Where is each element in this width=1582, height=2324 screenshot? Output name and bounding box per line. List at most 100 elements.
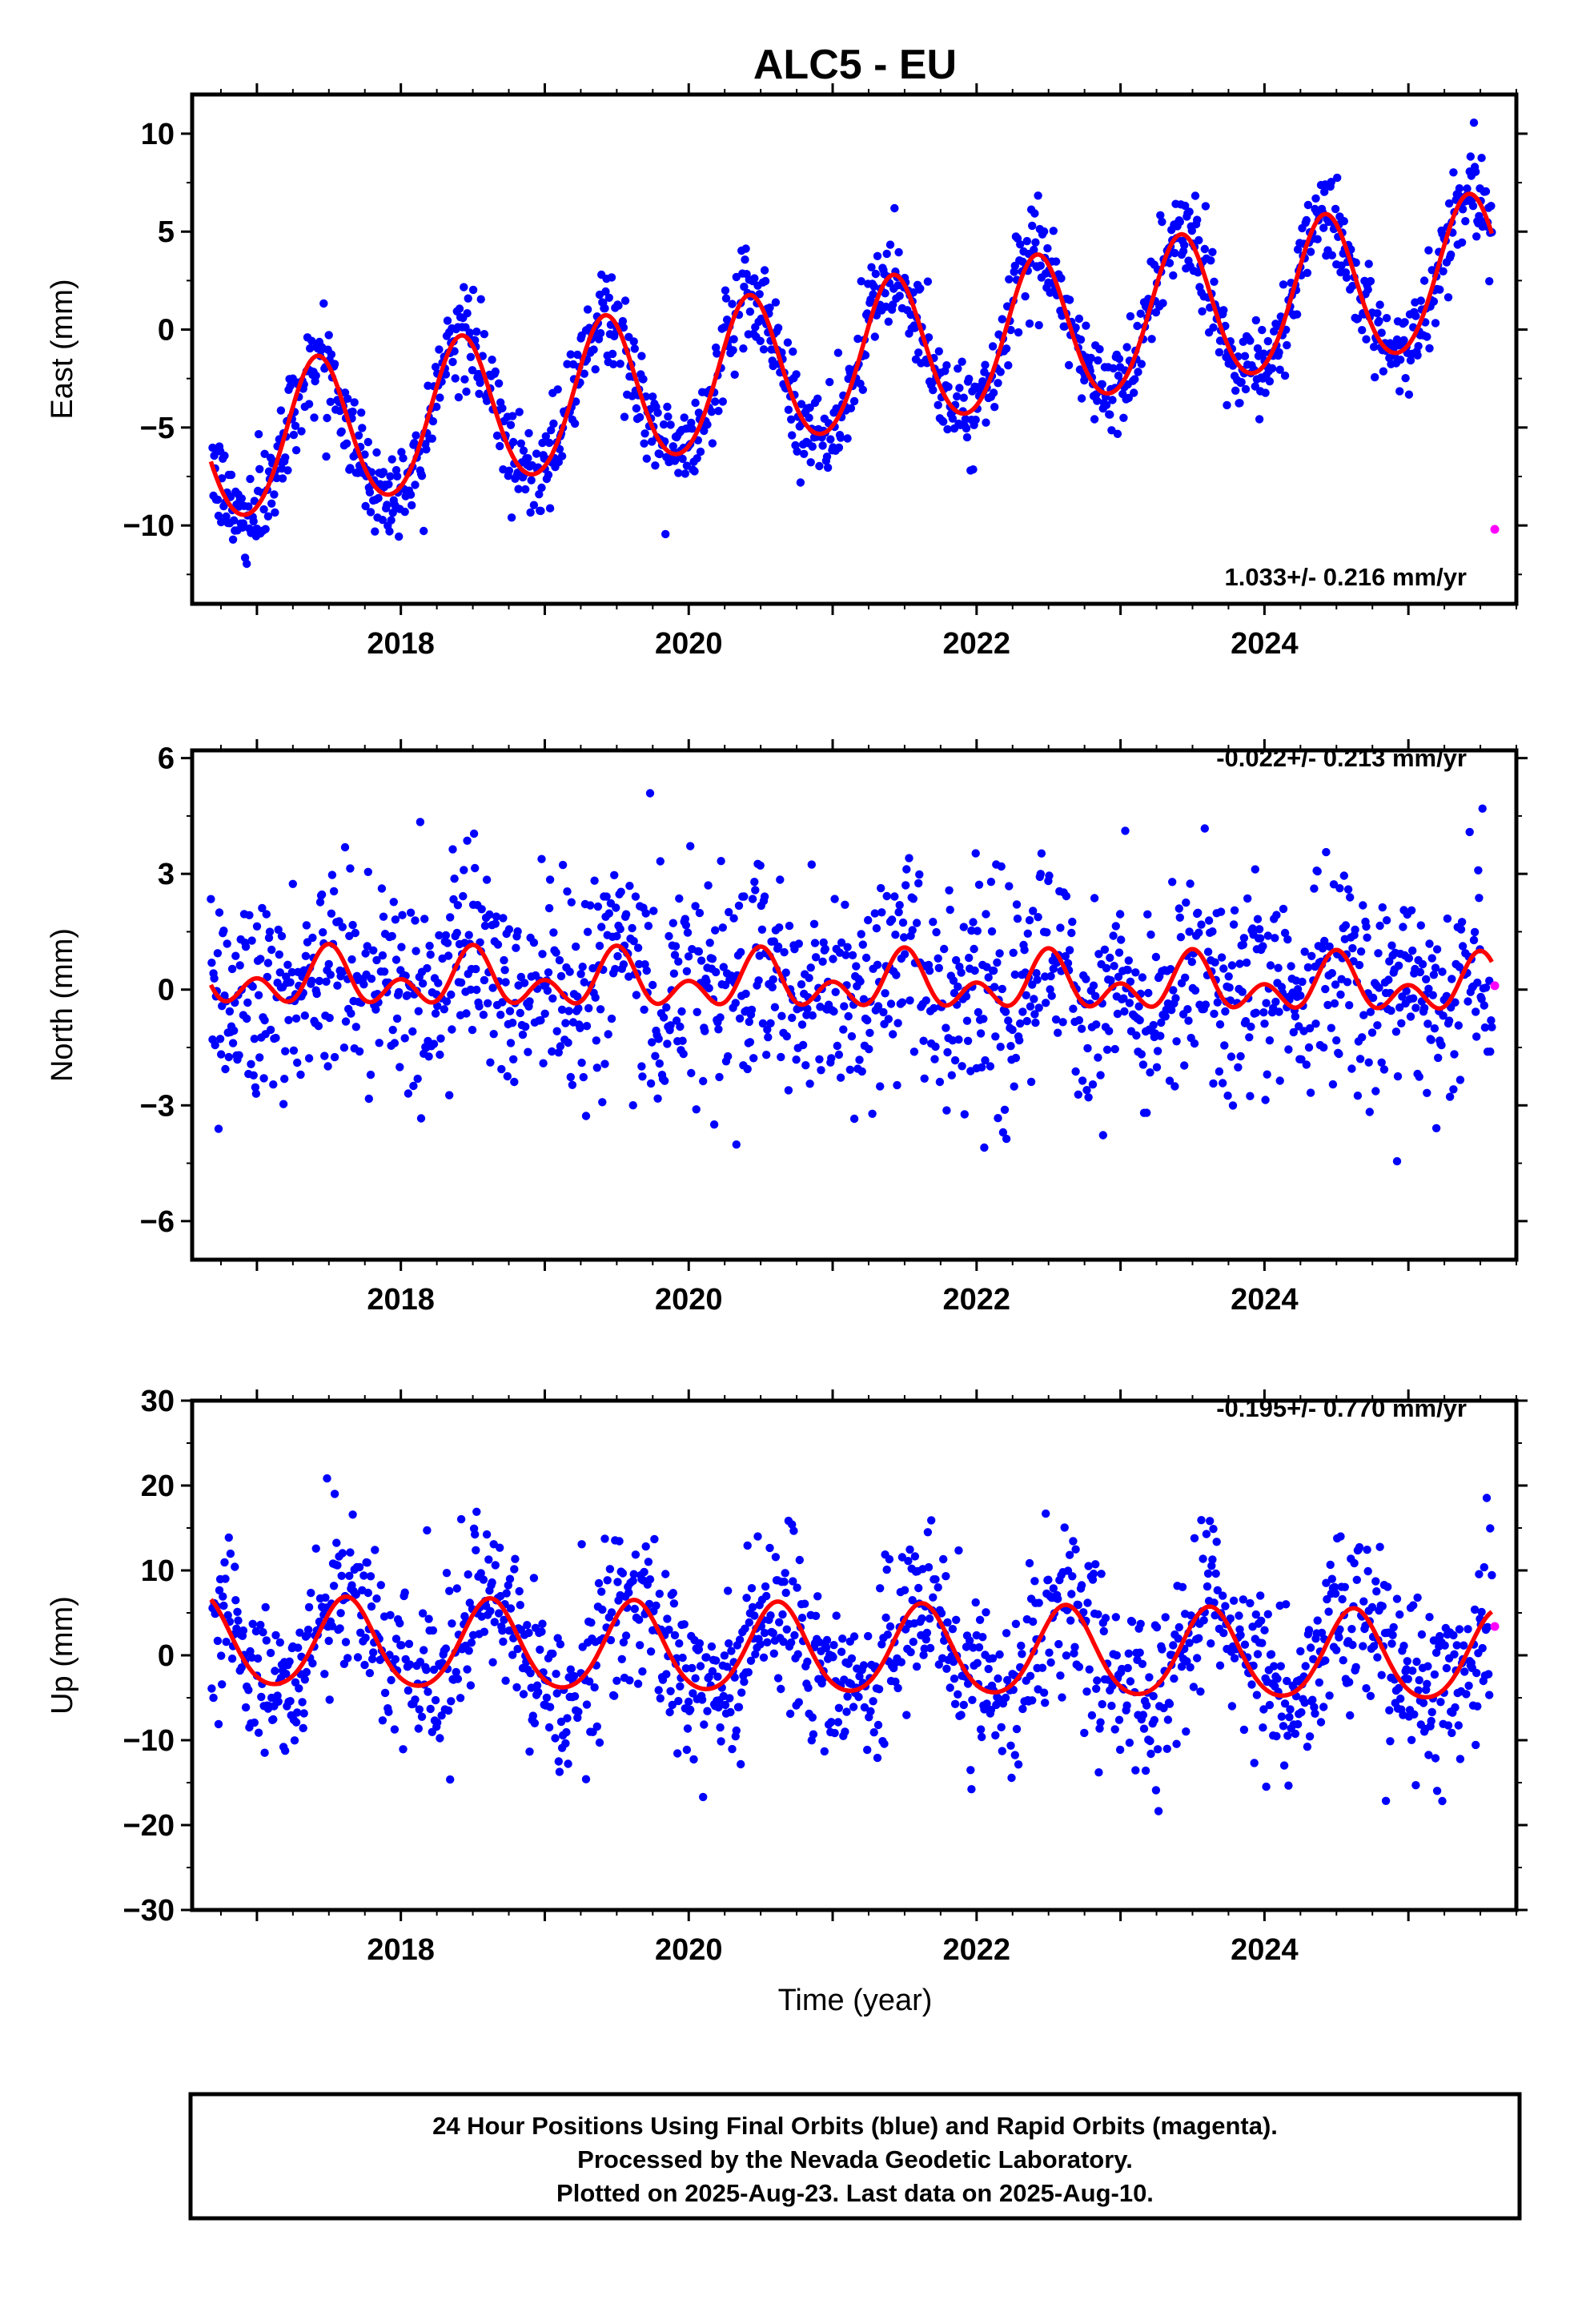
data-point <box>1134 1002 1143 1011</box>
data-point <box>320 1670 329 1679</box>
data-point <box>686 842 695 850</box>
data-point <box>456 1694 465 1703</box>
data-point <box>864 915 873 925</box>
data-point <box>464 931 473 939</box>
data-point <box>511 1554 520 1563</box>
data-point <box>845 1065 855 1075</box>
data-point <box>561 1019 570 1027</box>
data-point <box>1139 1724 1149 1733</box>
data-point <box>1183 1005 1192 1014</box>
data-point <box>857 930 865 939</box>
data-point <box>221 1064 230 1074</box>
data-point <box>389 898 398 907</box>
data-point <box>975 1615 985 1625</box>
data-point <box>424 381 432 390</box>
data-point <box>760 892 769 901</box>
data-point <box>319 928 327 937</box>
data-point <box>1447 250 1456 259</box>
data-point <box>485 910 494 919</box>
data-point <box>950 1675 959 1683</box>
data-point <box>889 300 897 309</box>
data-point <box>1298 977 1307 987</box>
x-tick-label: 2020 <box>655 1283 723 1317</box>
data-point <box>302 1667 311 1677</box>
data-point <box>1308 1695 1317 1704</box>
data-point <box>1408 946 1417 955</box>
data-point <box>548 1047 556 1056</box>
data-point <box>480 921 490 931</box>
data-point <box>779 1637 788 1647</box>
data-point <box>616 924 624 934</box>
data-point <box>472 1546 480 1555</box>
data-point <box>612 931 621 941</box>
data-point <box>1408 1667 1417 1675</box>
data-point <box>512 1683 521 1692</box>
data-point <box>500 955 508 965</box>
data-point <box>1228 1101 1238 1110</box>
data-point <box>224 1052 233 1062</box>
data-point <box>1180 1061 1189 1070</box>
data-point <box>876 1082 885 1091</box>
data-point <box>536 1645 544 1655</box>
data-point <box>603 1576 612 1585</box>
data-point <box>1423 1019 1432 1028</box>
data-point <box>691 1674 700 1683</box>
data-point <box>1154 1807 1163 1815</box>
data-point <box>800 449 809 458</box>
data-point <box>320 1051 329 1060</box>
data-point <box>958 1062 966 1071</box>
data-point <box>489 1540 498 1549</box>
data-point <box>929 1593 938 1602</box>
data-point <box>1045 1648 1054 1657</box>
data-point <box>891 1677 900 1687</box>
data-point <box>475 1002 484 1011</box>
data-point <box>805 974 813 983</box>
data-point <box>914 348 923 357</box>
data-point <box>1132 1031 1141 1040</box>
data-point <box>1477 995 1486 1003</box>
data-point <box>1330 1582 1339 1592</box>
data-point <box>1200 824 1210 833</box>
data-point <box>1028 221 1037 231</box>
data-point <box>1136 1619 1145 1629</box>
data-point <box>1235 399 1244 408</box>
data-point <box>350 398 359 407</box>
data-point <box>1026 1002 1035 1011</box>
data-point <box>283 466 292 475</box>
data-point <box>479 1575 488 1584</box>
data-point <box>606 1635 616 1645</box>
data-point <box>231 951 240 960</box>
data-point <box>654 1035 663 1043</box>
data-point <box>1303 200 1313 210</box>
data-point <box>817 1066 825 1075</box>
data-point <box>1146 1749 1155 1759</box>
data-point <box>597 1587 606 1596</box>
data-point <box>445 1586 454 1595</box>
data-point <box>1423 1662 1432 1671</box>
data-point <box>534 1687 543 1697</box>
data-point <box>1379 1065 1389 1074</box>
data-point <box>1125 999 1134 1007</box>
data-point <box>640 1005 648 1015</box>
data-point <box>411 916 420 925</box>
data-point <box>490 1618 499 1626</box>
data-point <box>1369 1642 1379 1651</box>
data-point <box>1394 961 1403 971</box>
data-point <box>1455 1625 1464 1634</box>
data-point <box>829 1641 838 1650</box>
data-point <box>747 1584 757 1593</box>
data-point <box>811 953 821 962</box>
data-point <box>763 1025 772 1034</box>
data-point <box>806 458 815 467</box>
data-point <box>1078 1076 1087 1085</box>
data-point <box>488 1658 497 1667</box>
y-tick-label: 3 <box>158 858 175 891</box>
data-point <box>345 1571 354 1581</box>
data-point <box>287 967 296 977</box>
data-point <box>703 420 712 429</box>
data-point <box>1127 1618 1137 1626</box>
data-point <box>1269 1003 1278 1013</box>
data-point <box>1387 1639 1396 1648</box>
